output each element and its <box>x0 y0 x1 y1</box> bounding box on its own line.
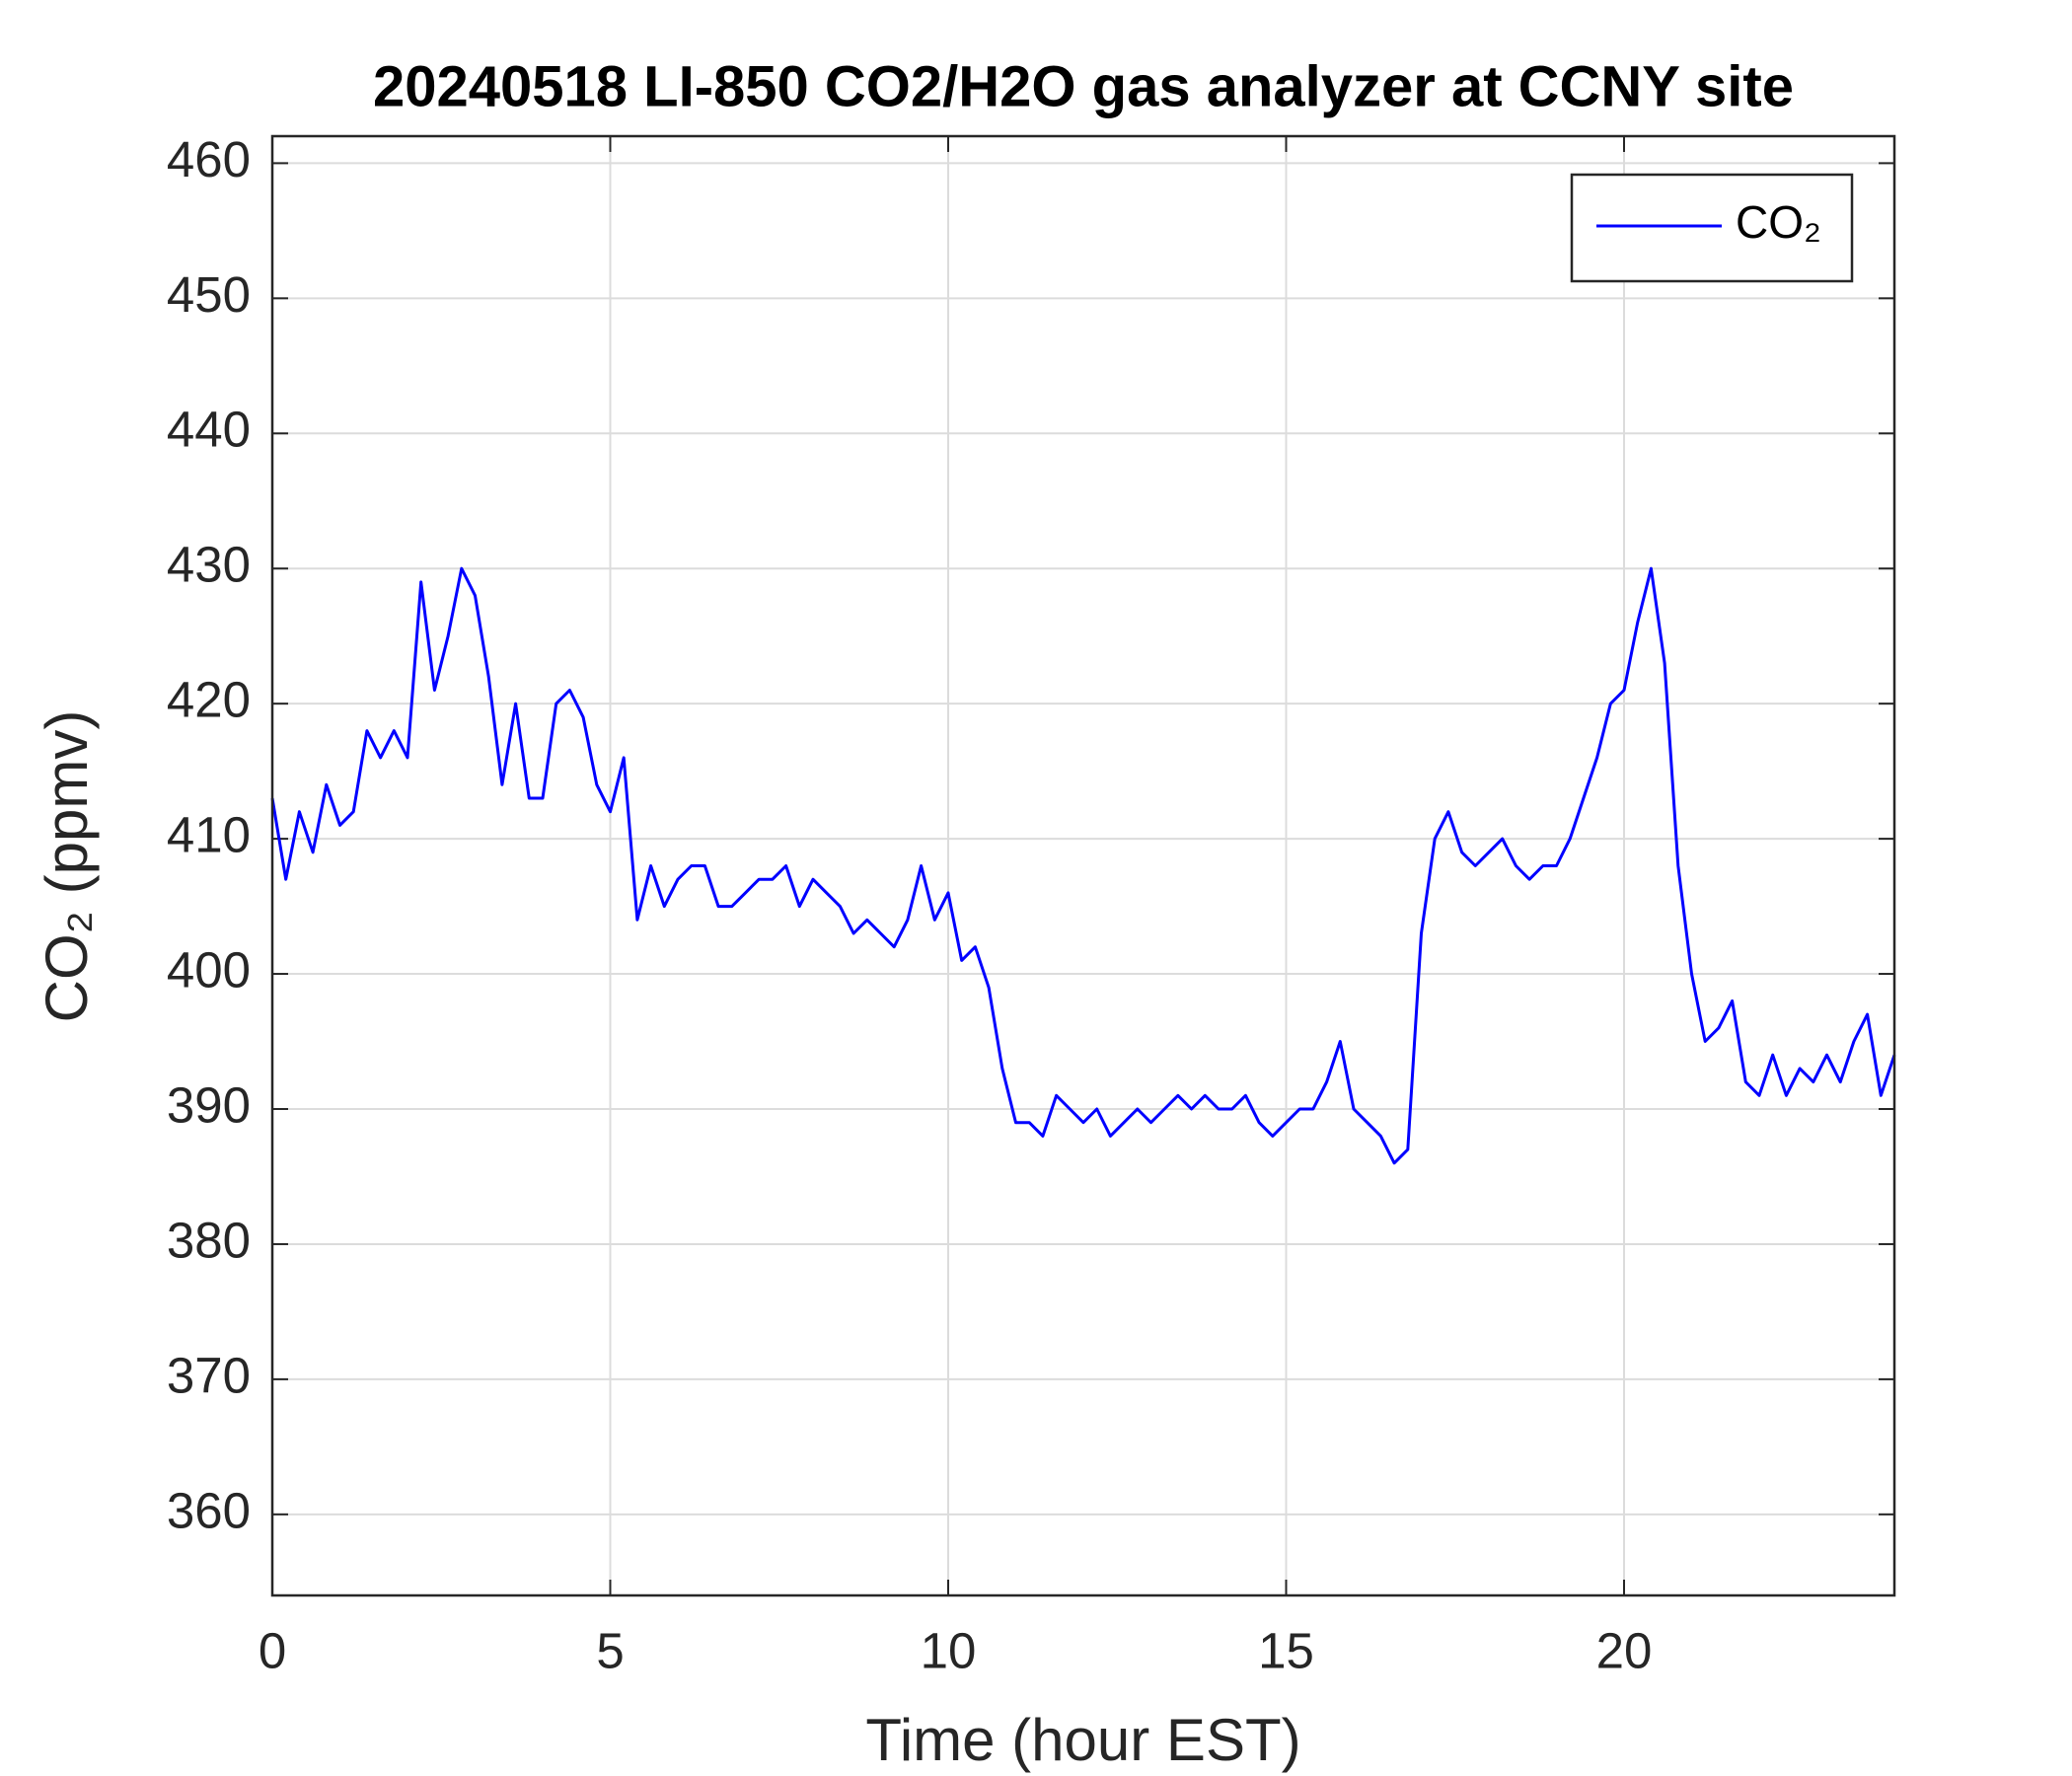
y-tick-label: 360 <box>167 1482 251 1538</box>
y-tick-label: 410 <box>167 807 251 863</box>
chart-title: 20240518 LI-850 CO2/H2O gas analyzer at … <box>373 54 1794 118</box>
y-tick-label: 460 <box>167 131 251 187</box>
legend-label: CO₂ <box>1736 196 1821 248</box>
y-tick-label: 390 <box>167 1076 251 1133</box>
x-tick-label: 0 <box>259 1622 286 1678</box>
y-tick-label: 370 <box>167 1347 251 1403</box>
y-tick-label: 380 <box>167 1212 251 1268</box>
y-tick-label: 420 <box>167 672 251 728</box>
data-line <box>270 566 1896 1165</box>
x-tick-label: 20 <box>1596 1622 1653 1678</box>
x-tick-label: 15 <box>1258 1622 1314 1678</box>
y-tick-label: 430 <box>167 537 251 593</box>
x-tick-label: 10 <box>921 1622 977 1678</box>
plot-frame <box>270 134 1896 1597</box>
y-tick-label: 440 <box>167 402 251 458</box>
legend-box <box>1570 173 1854 283</box>
x-tick-label: 5 <box>596 1622 624 1678</box>
y-tick-label: 450 <box>167 266 251 323</box>
y-axis-label: CO₂ (ppmv) <box>34 710 100 1023</box>
x-axis-label: Time (hour EST) <box>865 1707 1300 1773</box>
y-tick-label: 400 <box>167 942 251 999</box>
